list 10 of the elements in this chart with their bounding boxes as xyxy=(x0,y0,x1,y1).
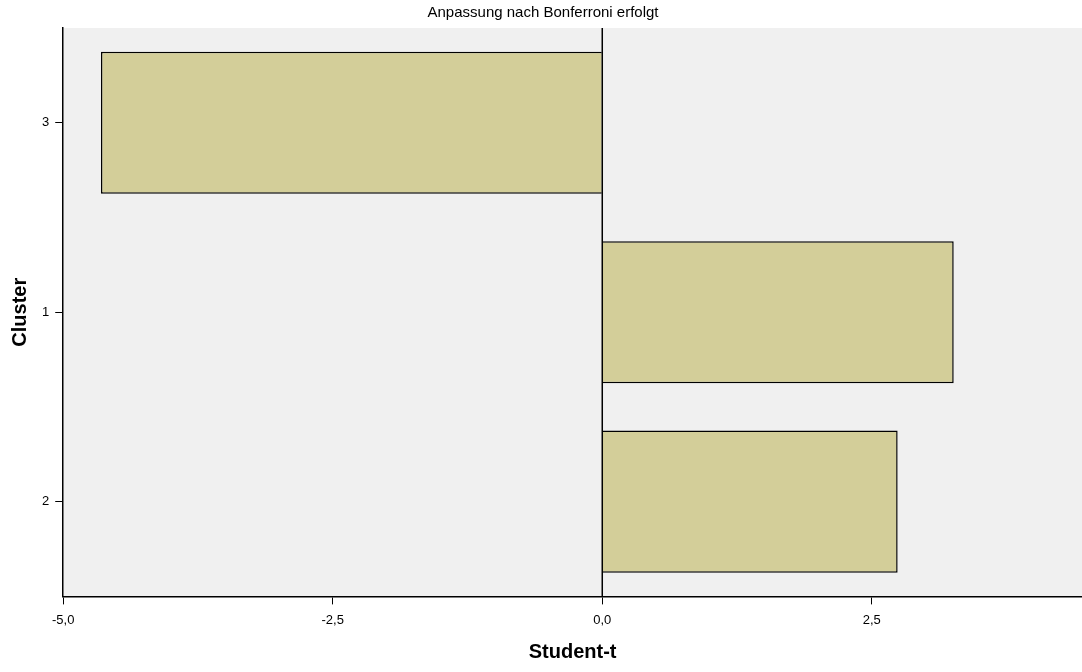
x-tick-label: -5,0 xyxy=(52,611,75,627)
x-axis-title: Student-t xyxy=(528,639,617,662)
chart-title: Anpassung nach Bonferroni erfolgt xyxy=(427,3,660,21)
x-tick-label: 2,5 xyxy=(862,611,881,627)
y-axis-title: Cluster xyxy=(7,277,30,347)
x-tick-label: -2,5 xyxy=(321,611,344,627)
y-tick-label: 1 xyxy=(42,303,50,319)
y-tick-label: 2 xyxy=(42,493,50,509)
y-tick-label: 3 xyxy=(42,114,50,130)
x-tick-label: 0,0 xyxy=(593,611,612,627)
